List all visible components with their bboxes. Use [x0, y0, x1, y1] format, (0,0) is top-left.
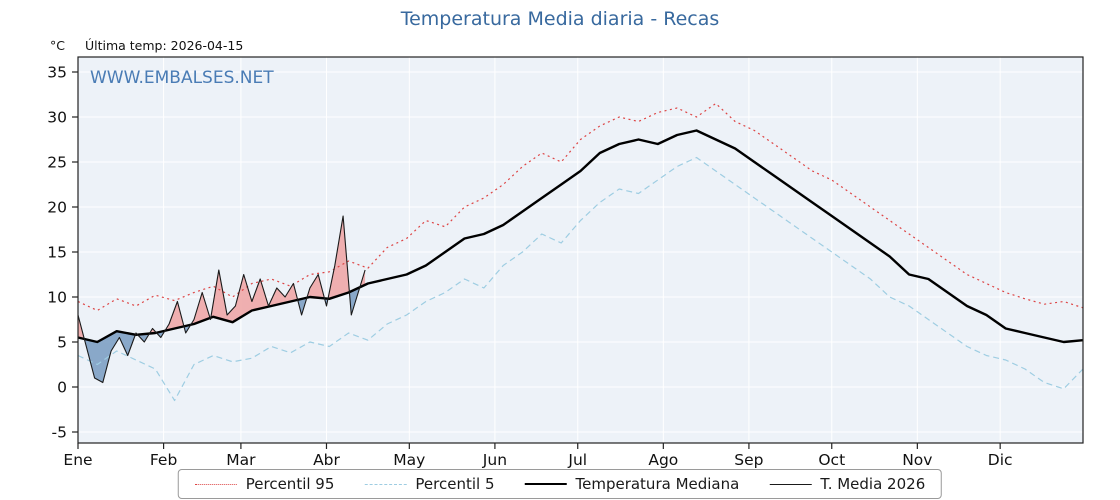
percentil-95-line-sample	[194, 483, 237, 485]
chart-title: Temperatura Media diaria - Recas	[400, 8, 720, 30]
x-tick-label: Feb	[150, 451, 177, 469]
x-tick-label: Abr	[313, 451, 340, 469]
x-tick-label: May	[393, 451, 425, 469]
x-tick-label: Jun	[482, 451, 507, 469]
plot-background	[78, 57, 1083, 443]
y-tick-label: 30	[47, 109, 67, 127]
legend-item-temperatura-mediana: Temperatura Mediana	[524, 475, 739, 493]
y-tick-label: 5	[57, 334, 67, 352]
legend-label: Percentil 5	[415, 475, 495, 493]
fill-below-median	[297, 297, 307, 315]
percentil-5-line	[77, 156, 1084, 402]
percentil-95-line	[77, 102, 1084, 312]
x-tick-label: Ene	[63, 451, 92, 469]
x-tick-label: Dic	[988, 451, 1013, 469]
fill-above-median	[328, 216, 350, 299]
chart-legend: Percentil 95 Percentil 5 Temperatura Med…	[177, 469, 943, 499]
y-tick-label: 20	[47, 199, 67, 217]
last-temp-label: Última temp: 2026-04-15	[84, 38, 244, 53]
legend-label: Temperatura Mediana	[575, 475, 740, 493]
x-tick-label: Oct	[818, 451, 845, 469]
t-media-2026-line-sample	[769, 483, 812, 485]
x-tick-label: Jul	[567, 451, 587, 469]
fill-above-median	[306, 274, 325, 299]
t-media-2026-line	[77, 215, 366, 384]
percentil-5-line-sample	[364, 483, 407, 485]
y-axis-unit-label: °C	[50, 38, 65, 53]
x-tick-label: Sep	[734, 451, 763, 469]
y-tick-label: 0	[57, 379, 67, 397]
axis-unit-row: °C Última temp: 2026-04-15	[50, 38, 243, 53]
legend-label: Percentil 95	[245, 475, 335, 493]
legend-item-percentil-95: Percentil 95	[194, 475, 335, 493]
x-tick-label: Ago	[648, 451, 678, 469]
x-tick-label: Mar	[226, 451, 256, 469]
legend-label: T. Media 2026	[820, 475, 926, 493]
legend-item-percentil-5: Percentil 5	[364, 475, 494, 493]
y-tick-label: 35	[47, 64, 67, 82]
y-tick-label: 15	[47, 244, 67, 262]
temperatura-mediana-line-sample	[524, 483, 567, 485]
y-tick-label: 10	[47, 289, 67, 307]
fill-above-median	[190, 292, 211, 325]
legend-item-t-media-2026: T. Media 2026	[769, 475, 925, 493]
watermark-text: WWW.EMBALSES.NET	[90, 68, 274, 88]
x-tick-label: Nov	[902, 451, 932, 469]
y-tick-label: 25	[47, 154, 67, 172]
plot-border	[77, 56, 1084, 444]
temperatura-mediana-line	[77, 129, 1084, 344]
fill-below-median	[137, 333, 150, 342]
y-tick-label: -5	[52, 424, 67, 442]
chart-canvas: -5 0 5 10 15 20 25 30 35 Ene Feb Mar Abr May Jun Jul Ago…	[47, 56, 1084, 469]
